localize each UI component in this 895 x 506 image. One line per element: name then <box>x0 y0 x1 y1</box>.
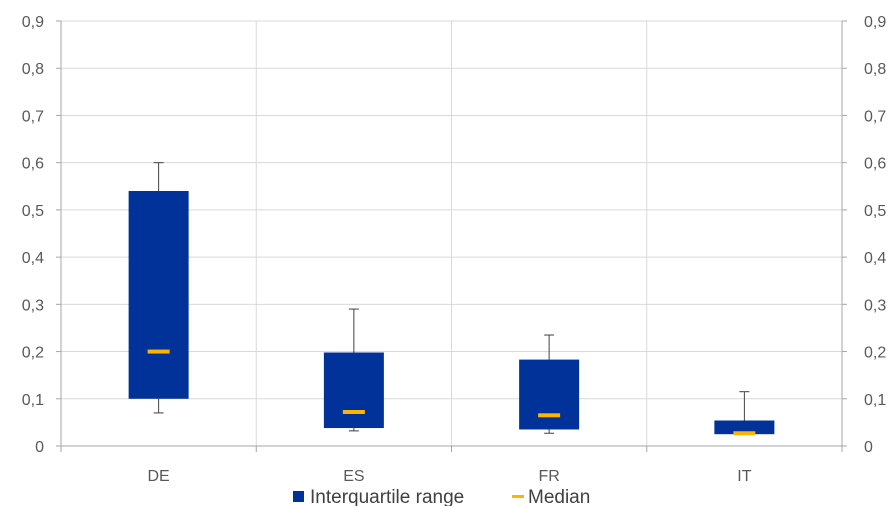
right-y-tick-label: 0,5 <box>864 203 886 220</box>
left-y-tick-label: 0 <box>35 439 44 456</box>
left-y-tick-label: 0,5 <box>22 203 44 220</box>
median-marker <box>733 431 756 436</box>
left-y-tick-label: 0,1 <box>22 392 44 409</box>
right-y-tick-label: 0,6 <box>864 156 886 173</box>
left-y-tick-label: 0,9 <box>22 14 44 31</box>
iqr-box <box>519 359 580 430</box>
legend-iqr-swatch <box>293 491 304 502</box>
boxes <box>128 162 775 436</box>
left-y-tick-label: 0,4 <box>22 250 44 267</box>
right-y-tick-label: 0,3 <box>864 297 886 314</box>
left-y-tick-label: 0,2 <box>22 345 44 362</box>
legend-median-swatch <box>512 495 524 498</box>
left-y-axis-ticks: 0 0,1 0,2 0,3 0,4 0,5 0,6 0,7 0,8 0,9 <box>22 14 44 456</box>
right-y-tick-label: 0,2 <box>864 345 886 362</box>
left-y-tick-label: 0,7 <box>22 108 44 125</box>
left-y-tick-label: 0,6 <box>22 156 44 173</box>
x-axis-labels: DE ES FR IT <box>148 468 752 485</box>
right-y-tick-label: 0,7 <box>864 108 886 125</box>
median-marker <box>147 349 170 354</box>
x-tick-label: ES <box>343 468 364 485</box>
right-y-axis-ticks: 0 0,1 0,2 0,3 0,4 0,5 0,6 0,7 0,8 0,9 <box>864 14 886 456</box>
axes <box>56 20 847 452</box>
x-tick-label: IT <box>737 468 751 485</box>
right-y-tick-label: 0 <box>864 439 873 456</box>
legend-median-label: Median <box>528 487 590 506</box>
left-y-tick-label: 0,3 <box>22 297 44 314</box>
median-marker <box>342 410 365 414</box>
box-group-es <box>323 308 384 432</box>
iqr-box <box>714 420 775 435</box>
iqr-box <box>128 191 189 399</box>
box-group-fr <box>519 334 580 434</box>
right-y-tick-label: 0,1 <box>864 392 886 409</box>
left-y-tick-label: 0,8 <box>22 61 44 78</box>
legend-iqr-label: Interquartile range <box>310 487 464 506</box>
x-tick-label: FR <box>538 468 559 485</box>
right-y-tick-label: 0,9 <box>864 14 886 31</box>
median-marker <box>538 413 561 418</box>
box-group-de <box>128 162 189 414</box>
iqr-box <box>323 352 384 429</box>
legend: Interquartile range Median <box>293 487 590 506</box>
right-y-tick-label: 0,8 <box>864 61 886 78</box>
x-tick-label: DE <box>148 468 170 485</box>
right-y-tick-label: 0,4 <box>864 250 886 267</box>
box-group-it <box>714 391 775 436</box>
gridlines <box>61 20 842 446</box>
